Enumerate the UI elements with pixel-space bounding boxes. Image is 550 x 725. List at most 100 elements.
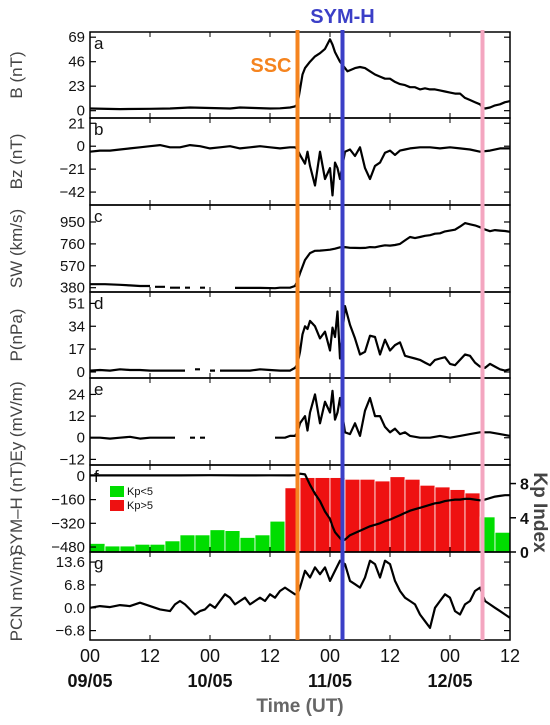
y-tick-label: 0: [77, 430, 85, 447]
legend-swatch: [110, 486, 124, 497]
y-tick-label: 17: [68, 341, 85, 358]
y-tick-label: 21: [68, 115, 85, 132]
panel-c: 380 570 760 950 c SW (km/s): [7, 204, 511, 297]
kp-bar: [494, 531, 511, 553]
y-tick-label: 6.8: [64, 577, 85, 594]
kp-bar: [344, 478, 361, 553]
y-tick-label: 69: [68, 29, 85, 46]
panel-e: −12 0 12 24 e Ey (mV/m): [7, 377, 511, 468]
event-label: SSC: [250, 55, 291, 77]
date-label: 09/05: [67, 671, 112, 691]
data-line-a: [89, 38, 511, 111]
data-line-g: [89, 559, 511, 629]
data-line-d: [89, 305, 511, 372]
data-line-e: [90, 389, 511, 440]
kp-bar: [419, 484, 436, 553]
y-tick-label: 23: [68, 78, 85, 95]
kp-bar: [224, 530, 241, 553]
event-lines: SSC SYM-H: [250, 6, 485, 640]
kp-bar: [239, 537, 256, 553]
date-label: 12/05: [427, 671, 472, 691]
kp-bar: [89, 543, 106, 553]
panel-frame: [89, 31, 511, 119]
panel-d: 0 17 34 51 d P(nPa): [7, 291, 511, 381]
x-tick-label: 00: [200, 646, 220, 666]
panel-letter: a: [94, 34, 104, 53]
y-axis-label: Ey (mV/m): [7, 381, 26, 461]
x-tick-label: 00: [80, 646, 100, 666]
event-label: SYM-H: [310, 6, 374, 28]
y-tick-label: −160: [51, 492, 85, 509]
y-axis-label: SW (km/s): [7, 209, 26, 288]
y-tick-label: 950: [60, 214, 85, 231]
y-tick-label: 0: [77, 468, 85, 485]
y-tick-label: 380: [60, 280, 85, 297]
panel-letter: b: [94, 120, 103, 139]
kp-bar: [374, 480, 391, 553]
y-tick-label: −480: [51, 539, 85, 556]
y-axis-label: PCN mV/m): [7, 551, 26, 642]
x-tick-label: 12: [260, 646, 280, 666]
legend-label: Kp>5: [127, 500, 153, 512]
kp-bar: [134, 543, 151, 553]
y-tick-label: −320: [51, 515, 85, 532]
y-tick-label: 12: [68, 408, 85, 425]
panel-letter: c: [94, 207, 103, 226]
x-tick-label: 12: [500, 646, 520, 666]
x-tick-label: 00: [440, 646, 460, 666]
y-tick-label: 51: [68, 295, 85, 312]
panel-frame: [89, 291, 511, 379]
panel-letter: d: [94, 294, 103, 313]
kp-axis-title: Kp Index: [529, 472, 550, 553]
data-line-f: [90, 472, 510, 543]
y-tick-label: 0: [77, 103, 85, 120]
kp-bar: [194, 534, 211, 553]
y-axis-label: B (nT): [7, 51, 26, 98]
y-tick-label: 46: [68, 54, 85, 71]
kp-bar: [104, 545, 121, 553]
panel-frame: [89, 204, 511, 293]
panel-b: −42 −21 0 21 b Bz (nT): [7, 115, 511, 206]
y-tick-label: 0: [77, 138, 85, 155]
y-axis-label: P(nPa): [7, 309, 26, 362]
kp-tick-label: 0: [520, 545, 529, 562]
kp-bar: [464, 492, 481, 553]
y-axis-label: SYM–H (nT): [7, 461, 26, 555]
kp-bar: [209, 529, 226, 553]
y-tick-label: −21: [60, 161, 85, 178]
kp-bar: [254, 534, 271, 553]
kp-tick-label: 8: [520, 477, 529, 494]
x-tick-label: 12: [380, 646, 400, 666]
y-tick-label: 570: [60, 258, 85, 275]
kp-bar: [404, 478, 421, 553]
data-line-c: [90, 222, 511, 290]
date-label: 11/05: [308, 671, 352, 691]
legend-swatch: [110, 500, 124, 511]
y-tick-label: −12: [60, 451, 85, 468]
y-tick-label: 13.6: [56, 554, 85, 571]
panel-frame: [89, 117, 511, 206]
date-label: 10/05: [187, 671, 232, 691]
data-line-b: [89, 144, 510, 197]
y-tick-label: 0.0: [64, 600, 85, 617]
y-tick-label: 0: [77, 364, 85, 381]
kp-bar: [359, 478, 376, 553]
kp-bar: [149, 543, 166, 553]
x-tick-label: 00: [320, 646, 340, 666]
x-tick-label: 12: [140, 646, 160, 666]
panel-g: −6.8 0.0 6.8 13.6 g PCN mV/m): [7, 551, 511, 642]
y-tick-label: −6.8: [55, 623, 85, 640]
kp-bar: [434, 486, 451, 553]
panel-letter: e: [94, 380, 103, 399]
x-axis-title: Time (UT): [256, 696, 343, 717]
y-tick-label: 34: [68, 318, 85, 335]
kp-bar: [164, 540, 181, 553]
legend-label: Kp<5: [127, 486, 153, 498]
kp-bar: [119, 545, 136, 553]
x-axis: 00 12 00 12 00 12 00 12 09/05 10/05 11/05 12/05 Time…: [67, 646, 520, 717]
kp-bar: [269, 520, 286, 553]
y-tick-label: 24: [68, 386, 85, 403]
kp-tick-label: 4: [520, 511, 529, 528]
